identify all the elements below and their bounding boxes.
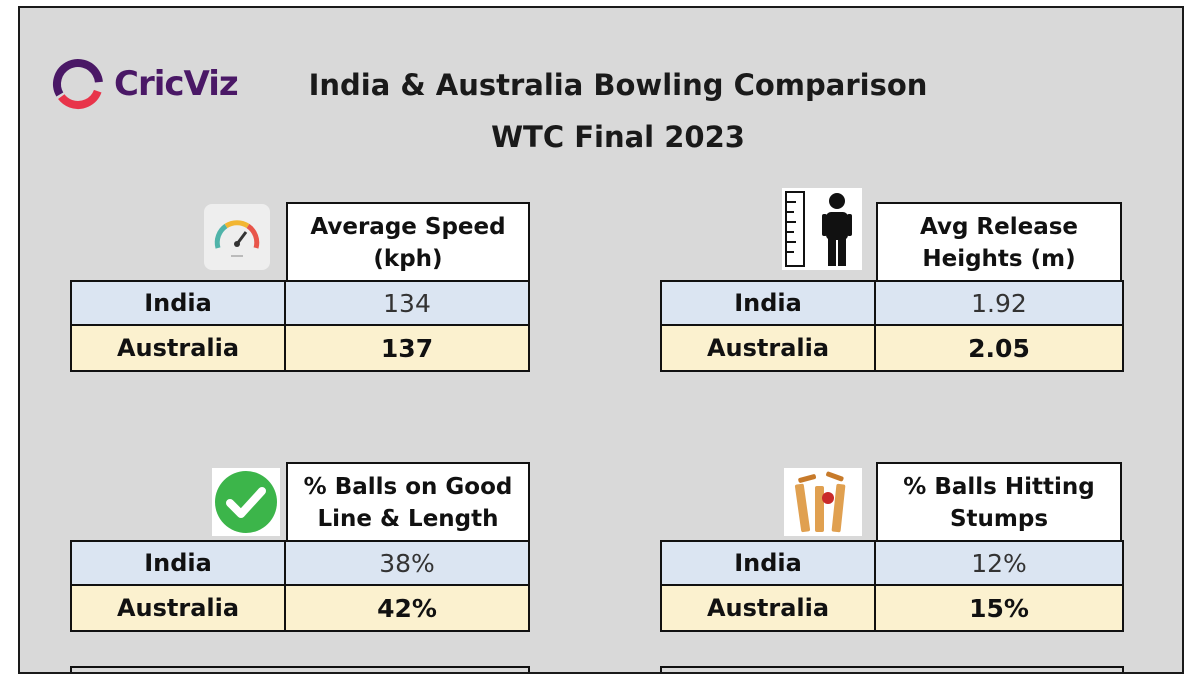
release-heights-header: Avg Release Heights (m) xyxy=(876,202,1122,284)
cropped-table-edge xyxy=(660,666,1124,672)
table-row: Australia 42% xyxy=(72,586,528,630)
table-row: Australia 2.05 xyxy=(662,326,1122,370)
table-row: India 12% xyxy=(662,542,1122,586)
hitting-stumps-table: India 12% Australia 15% xyxy=(660,540,1124,632)
team-value: 2.05 xyxy=(968,333,1030,363)
table-row: Australia 15% xyxy=(662,586,1122,630)
team-value: 42% xyxy=(377,593,437,623)
team-label: India xyxy=(662,282,876,324)
team-value: 1.92 xyxy=(971,288,1027,318)
average-speed-table: India 134 Australia 137 xyxy=(70,280,530,372)
team-label: Australia xyxy=(72,326,286,370)
cropped-table-edge xyxy=(70,666,530,672)
cricviz-logo: CricViz xyxy=(50,56,239,112)
table-row: India 38% xyxy=(72,542,528,586)
infographic-frame: CricViz India & Australia Bowling Compar… xyxy=(18,6,1184,674)
team-label: Australia xyxy=(662,586,876,630)
table-row: India 134 xyxy=(72,282,528,326)
team-label: Australia xyxy=(72,586,286,630)
check-mark-icon xyxy=(212,468,280,540)
brand-name: CricViz xyxy=(114,64,239,104)
good-line-length-table: India 38% Australia 42% xyxy=(70,540,530,632)
team-label: India xyxy=(72,282,286,324)
good-line-length-header: % Balls on Good Line & Length xyxy=(286,462,530,544)
page-subtitle: WTC Final 2023 xyxy=(491,120,745,154)
hitting-stumps-header: % Balls Hitting Stumps xyxy=(876,462,1122,544)
team-value: 12% xyxy=(971,548,1027,578)
team-value: 134 xyxy=(383,288,431,318)
page-title: India & Australia Bowling Comparison xyxy=(308,68,928,102)
team-label: Australia xyxy=(662,326,876,370)
cricviz-logo-icon xyxy=(53,59,103,109)
cricket-stumps-icon xyxy=(784,468,862,540)
average-speed-header: Average Speed (kph) xyxy=(286,202,530,284)
team-value: 15% xyxy=(969,593,1029,623)
release-heights-table: India 1.92 Australia 2.05 xyxy=(660,280,1124,372)
team-value: 38% xyxy=(379,548,435,578)
table-row: Australia 137 xyxy=(72,326,528,370)
team-label: India xyxy=(662,542,876,584)
speedometer-icon xyxy=(204,204,270,274)
team-label: India xyxy=(72,542,286,584)
team-value: 137 xyxy=(380,333,434,363)
table-row: India 1.92 xyxy=(662,282,1122,326)
height-ruler-person-icon xyxy=(782,188,862,274)
